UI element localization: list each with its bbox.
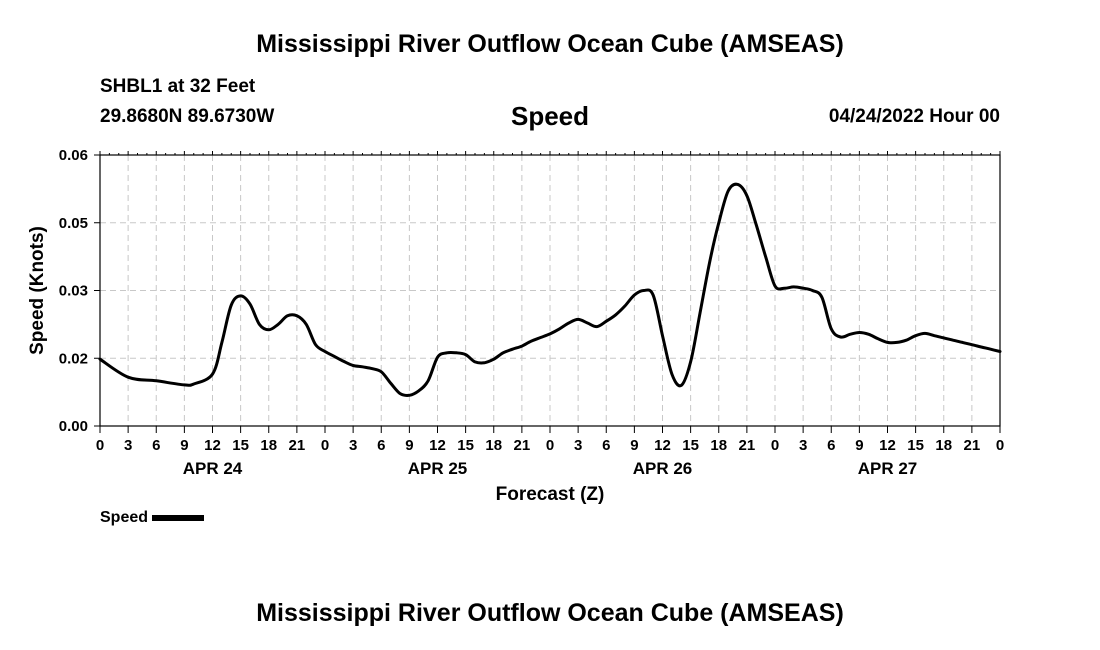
coordinates-label: 29.8680N 89.6730W <box>100 106 275 127</box>
y-tick-label: 0.06 <box>59 147 88 164</box>
x-tick-label: 6 <box>152 437 160 454</box>
legend: Speed <box>100 509 205 527</box>
x-tick-label: 0 <box>996 437 1004 454</box>
x-tick-label: 15 <box>232 437 249 454</box>
x-tick-label: 0 <box>771 437 779 454</box>
x-tick-label: 15 <box>682 437 699 454</box>
forecast-date-label: 04/24/2022 Hour 00 <box>828 106 1000 127</box>
x-tick-label: 15 <box>907 437 924 454</box>
y-tick-label: 0.00 <box>59 418 88 435</box>
series-line-speed <box>98 182 1002 397</box>
x-tick-label: 9 <box>405 437 413 454</box>
x-tick-label: 21 <box>289 437 306 454</box>
x-tick-label: 9 <box>855 437 863 454</box>
y-tick-label: 0.05 <box>59 215 88 232</box>
main-title: Mississippi River Outflow Ocean Cube (AM… <box>256 30 844 58</box>
day-label: APR 24 <box>183 459 243 478</box>
x-tick-label: 18 <box>260 437 277 454</box>
x-tick-label: 12 <box>429 437 446 454</box>
x-tick-label: 18 <box>485 437 502 454</box>
plot-frame <box>99 154 1001 427</box>
x-tick-label: 21 <box>514 437 531 454</box>
x-axis-title: Forecast (Z) <box>496 484 605 505</box>
x-tick-label: 18 <box>710 437 727 454</box>
legend-swatch <box>152 515 205 521</box>
x-tick-label: 3 <box>799 437 807 454</box>
x-tick-label: 3 <box>574 437 582 454</box>
x-tick-label: 3 <box>349 437 357 454</box>
day-label: APR 25 <box>408 459 468 478</box>
legend-label: Speed <box>100 509 149 526</box>
x-tick-label: 18 <box>935 437 952 454</box>
x-tick-label: 3 <box>124 437 132 454</box>
x-tick-label: 12 <box>204 437 221 454</box>
station-label: SHBL1 at 32 Feet <box>100 76 256 97</box>
x-tick-label: 6 <box>827 437 835 454</box>
x-tick-label: 9 <box>630 437 638 454</box>
y-tick-label: 0.02 <box>59 350 88 367</box>
y-axis-title: Speed (Knots) <box>27 226 48 355</box>
x-tick-label: 0 <box>321 437 329 454</box>
x-tick-label: 15 <box>457 437 474 454</box>
x-tick-label: 12 <box>879 437 896 454</box>
x-tick-label: 21 <box>739 437 756 454</box>
x-tick-label: 0 <box>546 437 554 454</box>
x-tick-label: 21 <box>964 437 981 454</box>
x-tick-label: 6 <box>377 437 385 454</box>
chart-subtitle: Speed <box>510 101 590 131</box>
x-tick-label: 0 <box>96 437 104 454</box>
x-tick-label: 9 <box>180 437 188 454</box>
day-label: APR 27 <box>858 459 918 478</box>
day-label: APR 26 <box>633 459 693 478</box>
x-tick-label: 12 <box>654 437 671 454</box>
y-tick-label: 0.03 <box>59 283 88 300</box>
footer-title: Mississippi River Outflow Ocean Cube (AM… <box>256 599 844 627</box>
x-tick-label: 6 <box>602 437 610 454</box>
